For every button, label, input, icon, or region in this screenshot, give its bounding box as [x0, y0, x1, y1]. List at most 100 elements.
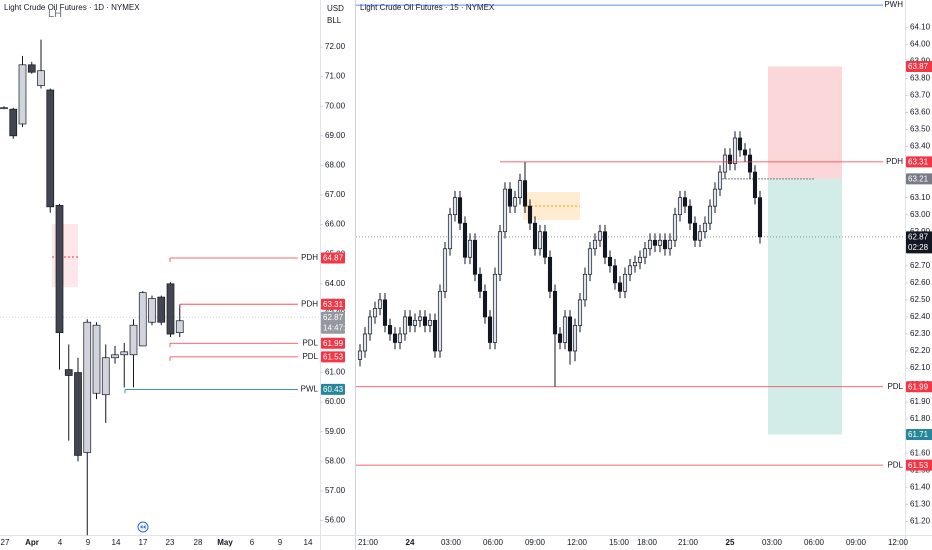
x-tick-label: 17: [139, 538, 148, 547]
candle-body: [532, 222, 538, 250]
y-tick-label: 62.50: [910, 295, 931, 304]
price-badge-label: 61.99: [323, 339, 344, 348]
price-badge-label: 60.43: [323, 385, 344, 394]
price-badge-label: 63.87: [908, 62, 929, 71]
x-tick-label: 21:00: [678, 538, 699, 547]
countdown-label: 14:47:25: [323, 323, 355, 332]
candle-body: [567, 316, 573, 352]
candle-body: [457, 197, 463, 224]
annotation: LH: [48, 8, 62, 20]
candle-body: [83, 321, 92, 453]
price-badge: [321, 337, 345, 349]
candle-body: [74, 372, 82, 456]
y-tick-label: 62.30: [910, 329, 931, 338]
candle-body: [717, 171, 723, 190]
candle-body: [722, 154, 728, 173]
candle-body: [502, 188, 508, 233]
candle-body: [477, 273, 483, 292]
y-tick-label: 66.00: [325, 220, 346, 229]
y-tick-label: 63.60: [910, 108, 931, 117]
price-badge: [906, 173, 932, 185]
candle-body: [677, 197, 683, 216]
candle-body: [757, 197, 763, 238]
price-badge: [906, 156, 932, 168]
candle-body: [672, 214, 678, 241]
candle-body: [92, 324, 101, 394]
replay-icon-glyph: [140, 525, 146, 529]
x-tick-label: 14: [112, 538, 121, 547]
candle-body: [377, 299, 383, 309]
candle-body: [9, 108, 18, 137]
y-tick-label: 72.00: [325, 42, 346, 51]
y-tick-label: 61.90: [910, 397, 931, 406]
target-zone: [768, 178, 842, 435]
y-tick-label: 70.00: [325, 101, 346, 110]
candle-body: [64, 369, 73, 376]
x-tick-label: 03:00: [441, 538, 462, 547]
y-tick-label: 63.50: [910, 125, 931, 134]
candle-body: [517, 180, 523, 198]
candle-body: [402, 316, 408, 335]
candle-body: [357, 350, 363, 360]
x-tick-label: 21:00: [358, 538, 379, 547]
price-badge: [906, 381, 932, 393]
price-badge: [321, 252, 345, 264]
candle-body: [607, 256, 613, 267]
candle-body: [397, 333, 403, 343]
level-label: PWL: [301, 385, 319, 394]
candle-body: [707, 205, 713, 224]
price-badge-label: 61.53: [908, 461, 929, 470]
candle-body: [747, 154, 753, 173]
candle-body: [742, 149, 748, 156]
candle-body: [442, 248, 448, 292]
candle-body: [372, 308, 378, 318]
x-tick-label: 06:00: [804, 538, 825, 547]
candle-body: [652, 239, 658, 246]
candle-body: [472, 239, 478, 275]
x-tick-label: 25: [726, 538, 735, 547]
price-badge: [321, 311, 345, 334]
candle-body: [129, 324, 138, 356]
unit: BLL: [327, 16, 342, 25]
candle-body: [737, 137, 743, 151]
candle-body: [497, 231, 503, 275]
candle-body: [617, 282, 623, 292]
candle-body: [427, 319, 433, 326]
y-tick-label: 61.40: [910, 482, 931, 491]
x-tick-label: 28: [194, 538, 203, 547]
candle-body: [18, 64, 27, 125]
candle-body: [697, 231, 703, 241]
y-tick-label: 64.00: [325, 279, 346, 288]
x-tick-label: 6: [250, 538, 255, 547]
candle-body: [657, 239, 663, 246]
candle-body: [622, 273, 628, 292]
candle-body: [101, 357, 110, 396]
countdown-label: 02:28: [908, 243, 929, 252]
y-tick-label: 63.80: [910, 73, 931, 82]
y-tick-label: 63.00: [910, 210, 931, 219]
level-label: PDH: [886, 157, 903, 166]
price-badge: [321, 298, 345, 310]
candle-body: [577, 299, 583, 326]
candle-body: [111, 354, 119, 359]
candle-body: [627, 265, 633, 275]
candle-body: [407, 316, 413, 326]
candle-body: [732, 137, 738, 164]
level-label: PDL: [302, 352, 318, 361]
candle-body: [412, 319, 418, 326]
candle-body: [587, 248, 593, 275]
price-badge: [321, 351, 345, 363]
candle-body: [637, 256, 643, 263]
candle-body: [712, 188, 718, 207]
x-tick-label: 9: [278, 538, 283, 547]
price-badge-label: 63.21: [908, 175, 929, 184]
candle-body: [632, 262, 638, 267]
candle-body: [422, 316, 428, 326]
price-badge-label: 62.87: [908, 232, 929, 241]
candle-body: [512, 197, 518, 207]
currency: USD: [327, 4, 344, 13]
candle-body: [437, 291, 443, 352]
y-tick-label: 58.00: [325, 456, 346, 465]
y-tick-label: 62.60: [910, 278, 931, 287]
x-tick-label: May: [217, 538, 233, 547]
